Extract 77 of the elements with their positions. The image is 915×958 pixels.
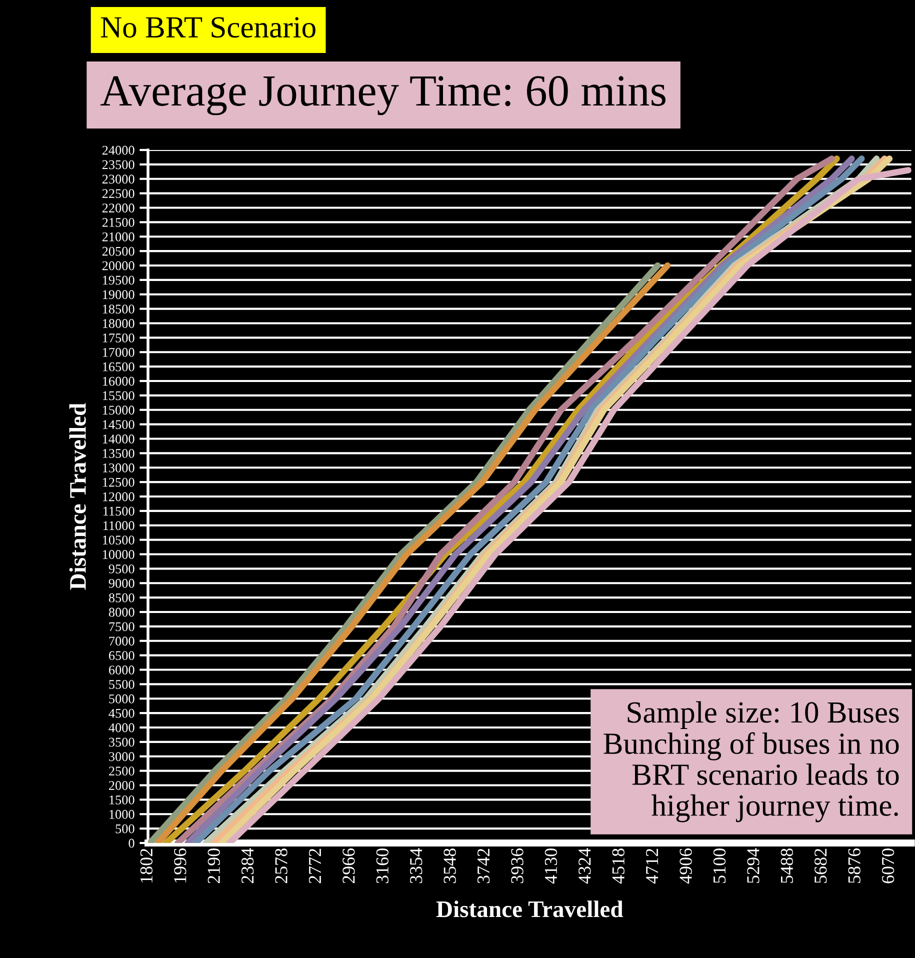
- y-tick-label: 12500: [102, 478, 134, 487]
- y-tick-label: 3000: [109, 752, 134, 762]
- x-tick-label: 3160: [376, 848, 388, 884]
- y-tick-label: 20000: [102, 261, 134, 270]
- y-tick-label: 11500: [103, 506, 134, 516]
- y-tick-label: 23000: [102, 174, 134, 184]
- y-tick-label: 5000: [109, 694, 134, 704]
- chart-title: No BRT Scenario: [100, 17, 316, 38]
- y-tick-label: 1000: [110, 810, 134, 819]
- y-tick-label: 10500: [102, 536, 134, 545]
- y-tick-label: 2500: [108, 766, 134, 776]
- y-tick-label: 4500: [108, 708, 134, 718]
- x-axis-title: Distance Travelled: [436, 900, 624, 918]
- y-tick-label: 9000: [108, 578, 134, 588]
- x-tick-label: 4324: [578, 848, 591, 884]
- x-tick-label: 2772: [308, 848, 321, 884]
- y-tick-label: 8500: [108, 593, 134, 602]
- y-tick-label: 14000: [102, 434, 134, 444]
- y-tick-label: 7000: [109, 636, 134, 646]
- y-tick-label: 15500: [102, 391, 134, 400]
- x-tick-label: 3936: [511, 848, 524, 884]
- y-tick-label: 13000: [102, 463, 134, 472]
- y-tick-label: 7500: [109, 622, 134, 632]
- chart-subtitle: Average Journey Time: 60 mins: [100, 76, 666, 116]
- y-tick-label: 9500: [108, 564, 134, 574]
- y-tick-label: 20500: [102, 246, 134, 256]
- y-tick-label: 23500: [102, 160, 134, 170]
- annotation: Sample size: 10 Buses Bunching of buses in no BRT scenario leads to higher journey time.: [604, 701, 899, 822]
- x-tick-label: 4906: [680, 848, 692, 884]
- x-tick-label: 3742: [477, 848, 490, 884]
- x-tick-label: 3548: [444, 848, 456, 884]
- x-tick-label: 5100: [713, 848, 726, 883]
- x-tick-label: 1802: [140, 848, 153, 882]
- x-tick-label: 5294: [747, 848, 760, 883]
- y-tick-label: 11000: [103, 521, 134, 530]
- y-tick-label: 22000: [102, 204, 134, 212]
- x-tick-label: 5488: [780, 848, 794, 883]
- y-tick-label: 14500: [102, 420, 134, 430]
- y-tick-label: 18000: [102, 319, 134, 328]
- y-tick-label: 19500: [102, 276, 134, 285]
- y-tick-label: 8000: [108, 608, 134, 617]
- y-tick-label: 2000: [108, 781, 134, 790]
- x-tick-label: 2384: [241, 848, 254, 884]
- y-tick-label: 19000: [102, 290, 134, 300]
- y-tick-label: 24000: [102, 146, 134, 155]
- x-tick-label: 5876: [848, 848, 860, 883]
- x-tick-label: 2578: [275, 848, 288, 884]
- x-tick-label: 3354: [410, 848, 422, 884]
- y-tick-label: 16500: [102, 362, 134, 372]
- x-tick-label: 4518: [612, 848, 624, 884]
- y-tick-label: 500: [116, 824, 134, 834]
- y-tick-label: 12000: [102, 492, 134, 502]
- y-tick-label: 1500: [110, 795, 134, 804]
- x-tick-label: 4130: [544, 848, 558, 884]
- y-tick-label: 17000: [102, 348, 134, 357]
- y-tick-label: 5500: [109, 680, 134, 689]
- y-tick-label: 6000: [108, 666, 134, 674]
- x-tick-label: 2966: [342, 848, 355, 884]
- y-tick-label: 3500: [109, 738, 134, 747]
- y-tick-label: 17500: [102, 333, 134, 342]
- y-tick-label: 18500: [102, 304, 134, 314]
- y-tick-label: 21000: [102, 232, 134, 242]
- y-tick-label: 10000: [102, 550, 134, 559]
- x-tick-label: 1996: [174, 848, 186, 882]
- x-tick-label: 4712: [646, 848, 658, 884]
- x-tick-label: 6070: [882, 848, 894, 884]
- x-tick-label: 5682: [814, 848, 827, 883]
- y-tick-label: 4000: [108, 723, 134, 732]
- x-tick-label: 2190: [208, 848, 220, 884]
- y-tick-label: 21500: [102, 218, 134, 227]
- y-tick-label: 22500: [102, 189, 134, 198]
- y-tick-label: 6500: [108, 651, 134, 660]
- y-tick-label: 15000: [102, 406, 134, 415]
- y-tick-label: 16000: [102, 376, 134, 386]
- y-tick-label: 0: [128, 838, 134, 848]
- y-axis-title: Distance Travelled: [69, 403, 86, 590]
- y-tick-label: 13500: [102, 448, 134, 458]
